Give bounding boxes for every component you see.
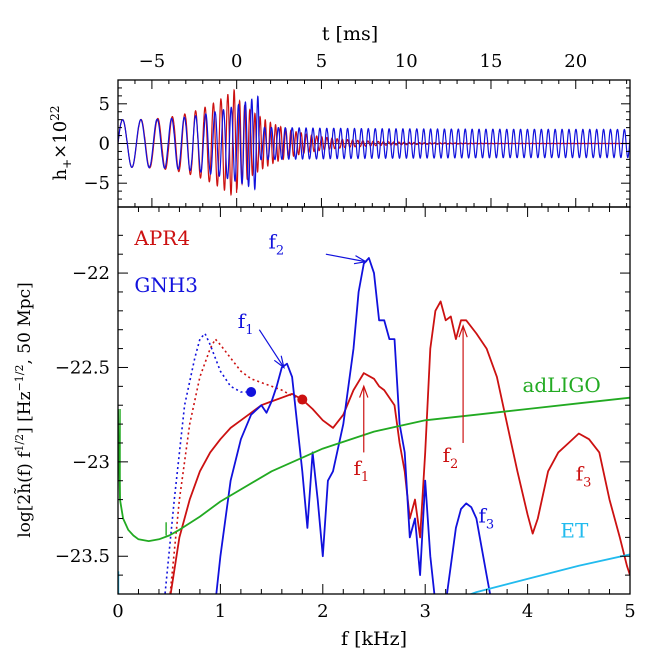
- annotation-subscript: 2: [276, 244, 284, 259]
- waveform-plot: [118, 88, 630, 197]
- bottom-x-tick-label: 2: [317, 601, 328, 622]
- bottom-x-tick-label: 1: [215, 601, 226, 622]
- top-y-axis-subscript: +: [60, 159, 74, 169]
- y-label-distance: , 50 Mpc]: [15, 282, 35, 364]
- annotation-f-3: f3: [478, 503, 494, 532]
- top-panel-ticks: −5 0 5 10 15 20 −5 0 5: [83, 51, 630, 208]
- arrow-head: [273, 355, 285, 369]
- top-y-axis-symbol: h: [50, 168, 71, 180]
- top-x-tick-label: 5: [316, 51, 327, 72]
- top-x-tick-label: −5: [139, 51, 166, 72]
- bottom-x-tick-label: 0: [112, 601, 123, 622]
- y-label-units: ] [Hz: [15, 391, 35, 433]
- annotation-subscript: 2: [450, 457, 458, 472]
- annotation-subscript: 1: [245, 323, 253, 338]
- annotation-gnh3: GNH3: [134, 273, 198, 297]
- time-domain-panel: −5 0 5 10 15 20 −5 0 5 t [ms] h+×1022: [48, 23, 630, 208]
- annotation-apr4: APR4: [133, 226, 190, 250]
- y-label-exp-half: 1/2: [13, 434, 26, 452]
- series-apr4-inspiral: [169, 338, 303, 594]
- bottom-y-tick-label: −23: [72, 452, 110, 473]
- bottom-panel-frame: [117, 206, 631, 595]
- bottom-y-tick-label: −22: [72, 263, 110, 284]
- top-y-axis-times: ×10: [50, 121, 71, 159]
- arrow-line: [258, 329, 285, 368]
- annotation-adligo: adLIGO: [522, 373, 600, 397]
- bottom-y-tick-label: −23.5: [55, 546, 110, 567]
- top-x-tick-label: 0: [231, 51, 242, 72]
- arrow-head: [359, 384, 369, 398]
- series-gnh3-inspiral: [164, 332, 252, 594]
- annotation-f-2: f2: [269, 230, 285, 259]
- annotation-f-2: f2: [443, 443, 459, 472]
- annotation-text: f: [238, 309, 247, 333]
- arrow-head: [458, 324, 468, 338]
- series-et: [468, 553, 630, 594]
- y-label-f: (f) f: [15, 450, 35, 483]
- y-label-exp-neg-half: −1/2: [13, 364, 26, 391]
- series-gnh3: [215, 257, 436, 594]
- bottom-x-axis-label: f [kHz]: [341, 628, 407, 650]
- top-y-axis-exponent: 22: [48, 106, 62, 121]
- annotation-et: ET: [560, 518, 589, 542]
- annotation-subscript: 3: [583, 476, 591, 491]
- merger-point-apr4: [297, 394, 308, 405]
- y-label-htilde: h̃: [14, 483, 35, 494]
- annotation-text: adLIGO: [522, 373, 600, 397]
- series-apr4: [169, 300, 630, 594]
- y-label-log: log[2: [15, 494, 35, 538]
- annotation-f-1: f1: [354, 456, 370, 485]
- bottom-x-tick-label: 5: [624, 601, 635, 622]
- bottom-x-tick-label: 3: [419, 601, 430, 622]
- annotation-text: f: [269, 230, 278, 254]
- waveform-gnh3: [118, 95, 630, 191]
- frequency-domain-panel: 0 1 2 3 4 5 −22 −22.5 −23 −23.5 APR4 GNH3 adLIGO ET f…: [13, 207, 636, 650]
- annotation-f-1: f1: [238, 309, 254, 338]
- top-x-tick-label: 10: [395, 51, 418, 72]
- bottom-y-tick-label: −22.5: [55, 357, 110, 378]
- annotation-subscript: 3: [486, 517, 494, 532]
- annotation-text: f: [478, 503, 487, 527]
- merger-point-gnh3: [246, 387, 257, 398]
- top-x-axis-label: t [ms]: [322, 23, 378, 45]
- bottom-y-axis-label: log[2h̃(f) f1/2] [Hz−1/2, 50 Mpc]: [13, 282, 35, 538]
- top-y-tick-label: −5: [83, 173, 110, 194]
- top-y-tick-label: 5: [99, 94, 110, 115]
- series-gnh3-f3-peak: [446, 502, 491, 594]
- annotation-text: ET: [560, 518, 589, 542]
- annotation-text: f: [354, 456, 363, 480]
- annotation-text: GNH3: [134, 273, 198, 297]
- annotation-text: f: [576, 462, 585, 486]
- top-x-tick-label: 20: [564, 51, 587, 72]
- series-adligo: [118, 396, 630, 542]
- annotation-text: APR4: [133, 226, 190, 250]
- annotation-text: f: [443, 443, 452, 467]
- annotation-subscript: 1: [361, 470, 369, 485]
- annotation-f-3: f3: [576, 462, 592, 491]
- arrow-line: [325, 253, 366, 263]
- spectrum-plot: [118, 257, 630, 594]
- bottom-x-tick-label: 4: [522, 601, 533, 622]
- arrow-head: [353, 255, 368, 265]
- top-x-tick-label: 15: [480, 51, 503, 72]
- top-y-axis-label: h+×1022: [48, 106, 74, 181]
- top-y-tick-label: 0: [99, 134, 110, 155]
